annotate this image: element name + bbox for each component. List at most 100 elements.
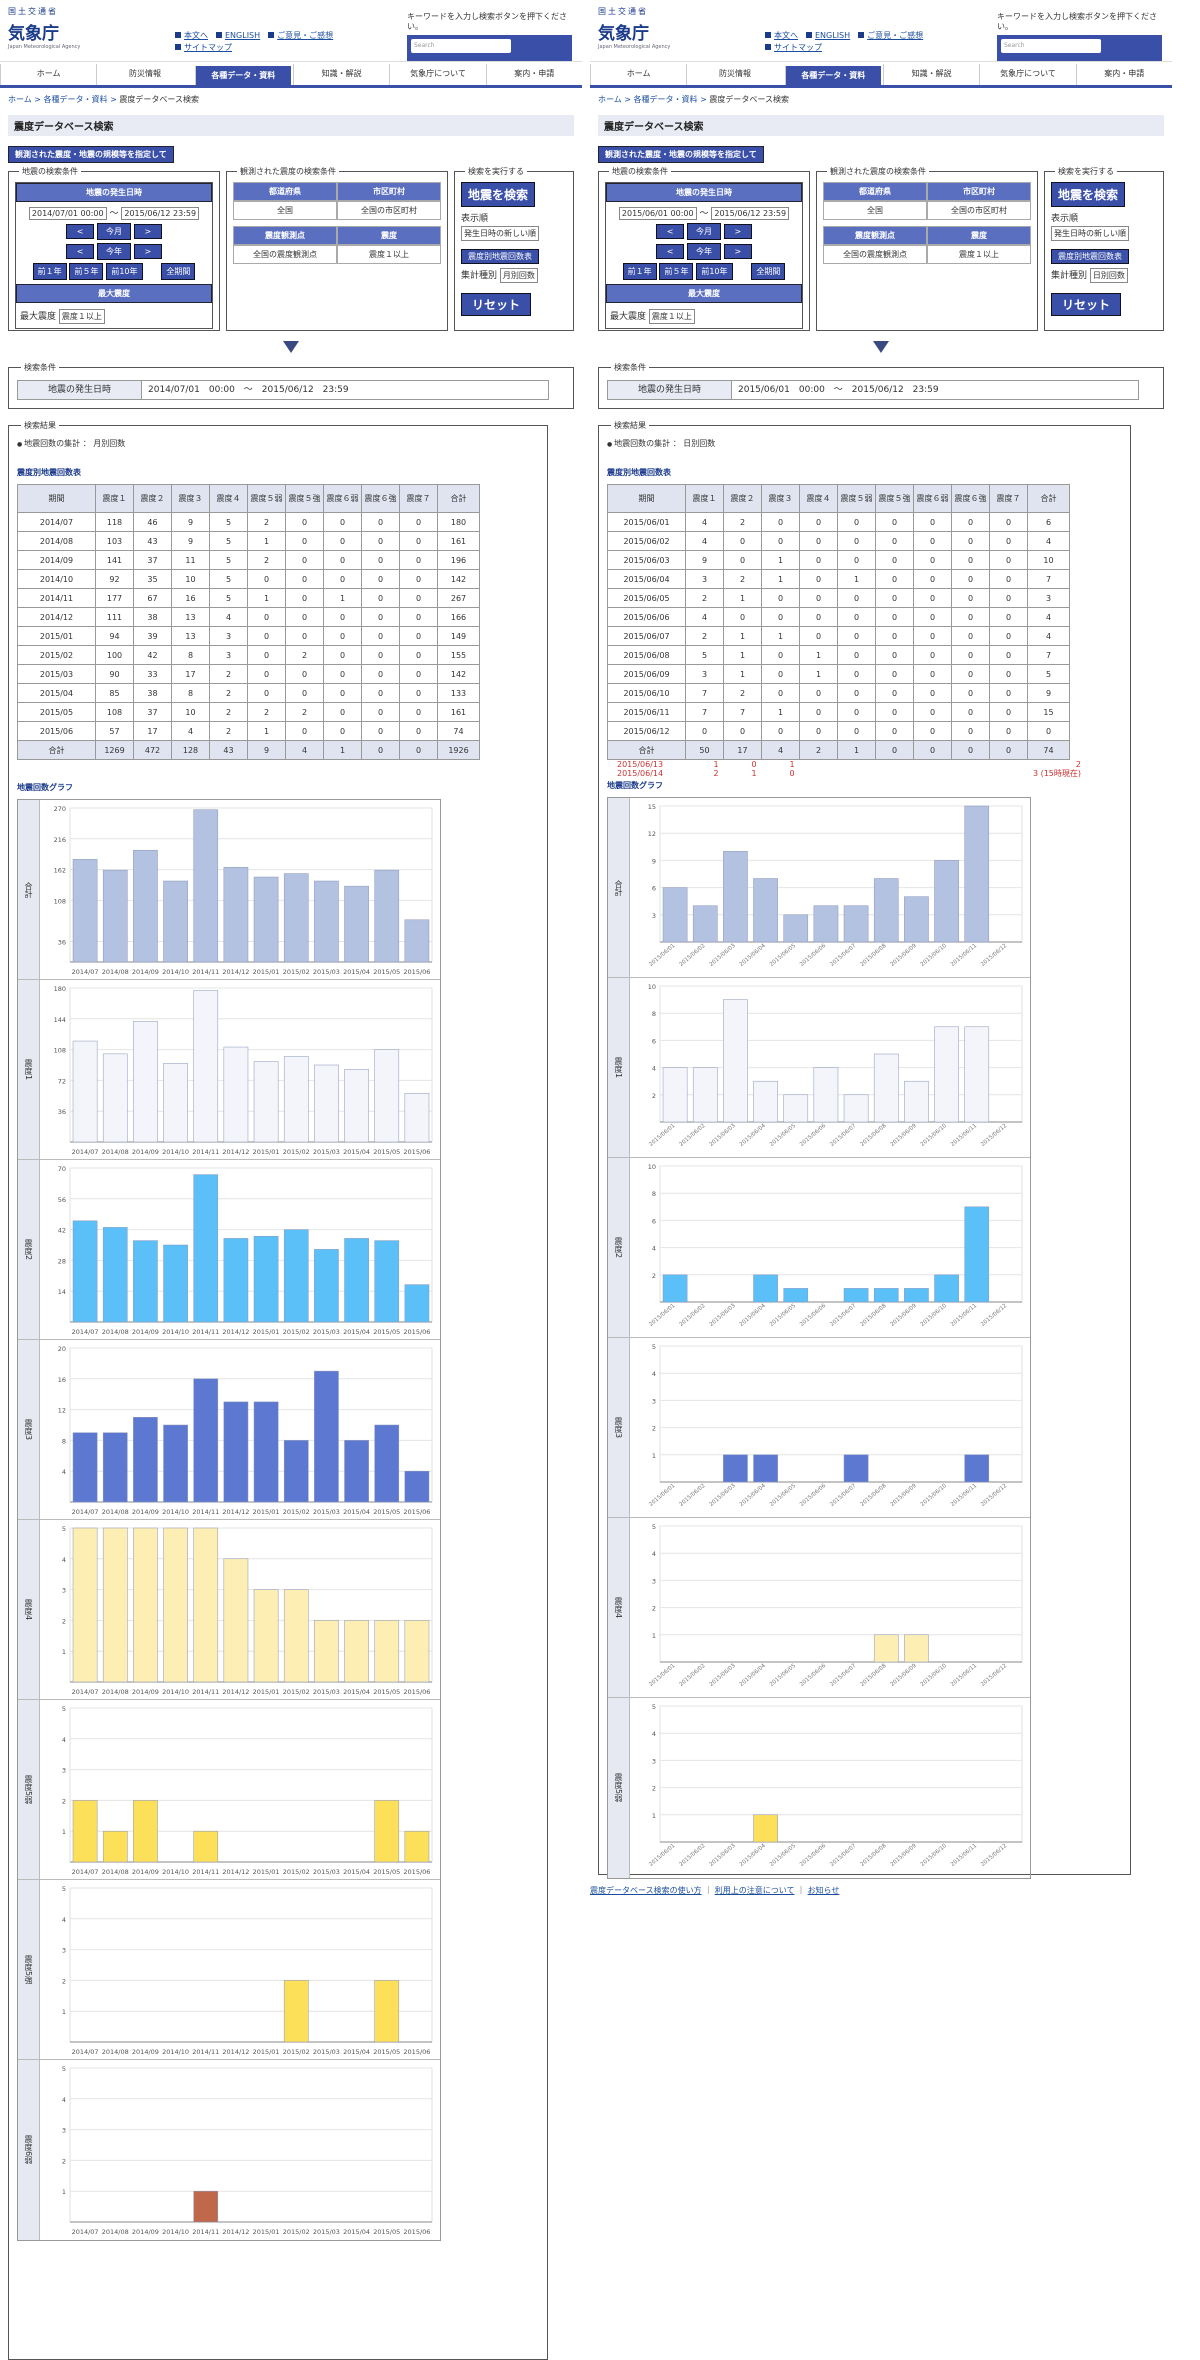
city-value[interactable]: 全国の市区町村 bbox=[337, 201, 441, 220]
nav-item[interactable]: 知識・解説 bbox=[292, 64, 389, 85]
order-select[interactable]: 発生日時の新しい順 bbox=[461, 226, 539, 241]
x-tick-label: 2015/06/05 bbox=[769, 1663, 798, 1688]
crumb-home[interactable]: ホーム bbox=[598, 95, 622, 104]
cond-label: 観測された震度・地震の規模等を指定して bbox=[8, 146, 174, 163]
bar bbox=[133, 1527, 158, 1683]
1y-button[interactable]: 前１年 bbox=[622, 263, 657, 280]
next-year-button[interactable]: > bbox=[723, 244, 752, 259]
10y-button[interactable]: 前10年 bbox=[696, 263, 733, 280]
search-button[interactable]: 地震を検索 bbox=[461, 182, 536, 207]
agg-select[interactable]: 日別回数 bbox=[1089, 268, 1128, 283]
bar bbox=[374, 1980, 400, 2043]
x-tick-label: 2014/11 bbox=[192, 2048, 219, 2056]
prev-month-button[interactable]: < bbox=[66, 224, 95, 239]
crumb-home[interactable]: ホーム bbox=[8, 95, 32, 104]
next-year-button[interactable]: > bbox=[133, 244, 162, 259]
nav-item[interactable]: ホーム bbox=[590, 64, 686, 85]
station-value[interactable]: 全国の震度観測点 bbox=[823, 245, 927, 264]
maxint-select[interactable]: 震度１以上 bbox=[58, 309, 105, 324]
count-table-button[interactable]: 震度別地震回数表 bbox=[461, 249, 539, 264]
nav-item[interactable]: 各種データ・資料 bbox=[784, 66, 881, 85]
table-header: 合計 bbox=[437, 484, 480, 513]
footer-link-notes[interactable]: 利用上の注意について bbox=[714, 1886, 795, 1895]
link-english[interactable]: ENGLISH bbox=[225, 31, 261, 40]
nav-item[interactable]: 気象庁について bbox=[389, 64, 485, 85]
x-tick-label: 2015/06/09 bbox=[890, 1123, 919, 1148]
link-feedback[interactable]: ご意見・ご感想 bbox=[277, 31, 334, 40]
y-tick-label: 108 bbox=[54, 1047, 66, 1055]
y-tick-label: 2 bbox=[62, 1617, 66, 1625]
maxint-select[interactable]: 震度１以上 bbox=[648, 309, 695, 324]
next-month-button[interactable]: > bbox=[723, 224, 752, 239]
footer-link-news[interactable]: お知らせ bbox=[807, 1886, 840, 1895]
intensity-value[interactable]: 震度１以上 bbox=[337, 245, 441, 264]
this-year-button[interactable]: 今年 bbox=[687, 243, 721, 260]
x-tick-label: 2015/02 bbox=[283, 1508, 310, 1516]
x-tick-label: 2015/01 bbox=[253, 1688, 280, 1696]
crumb-data[interactable]: 各種データ・資料 bbox=[43, 95, 108, 104]
all-period-button[interactable]: 全期間 bbox=[161, 263, 196, 280]
nav-item[interactable]: 各種データ・資料 bbox=[194, 66, 291, 85]
jma-logo[interactable]: 国土交通省 気象庁 Japan Meteorological Agency bbox=[598, 7, 671, 50]
5y-button[interactable]: 前５年 bbox=[69, 263, 104, 280]
10y-button[interactable]: 前10年 bbox=[106, 263, 143, 280]
agg-select[interactable]: 月別回数 bbox=[499, 268, 538, 283]
reset-button[interactable]: リセット bbox=[461, 293, 532, 316]
bar bbox=[223, 1401, 249, 1503]
bar bbox=[253, 1401, 279, 1503]
bar bbox=[404, 1092, 430, 1143]
link-sitemap[interactable]: サイトマップ bbox=[184, 43, 232, 52]
this-year-button[interactable]: 今年 bbox=[97, 243, 131, 260]
bar bbox=[223, 1046, 249, 1143]
order-select[interactable]: 発生日時の新しい順 bbox=[1051, 226, 1129, 241]
search-button[interactable]: 地震を検索 bbox=[1051, 182, 1126, 207]
this-month-button[interactable]: 今月 bbox=[97, 223, 131, 240]
date-to-input[interactable]: 2015/06/12 23:59 bbox=[121, 207, 200, 220]
5y-button[interactable]: 前５年 bbox=[659, 263, 694, 280]
next-month-button[interactable]: > bbox=[133, 224, 162, 239]
date-from-input[interactable]: 2014/07/01 00:00 bbox=[28, 207, 107, 220]
nav-item[interactable]: 防災情報 bbox=[96, 64, 192, 85]
link-sitemap[interactable]: サイトマップ bbox=[774, 43, 822, 52]
link-english[interactable]: ENGLISH bbox=[815, 31, 851, 40]
all-period-button[interactable]: 全期間 bbox=[751, 263, 786, 280]
bar bbox=[163, 880, 188, 963]
x-tick-label: 2015/06/12 bbox=[980, 1483, 1008, 1508]
x-tick-label: 2015/06/05 bbox=[769, 1123, 798, 1148]
prev-year-button[interactable]: < bbox=[656, 244, 685, 259]
footer-link-howto[interactable]: 震度データベース検索の使い方 bbox=[590, 1886, 702, 1895]
eq-cond-panel: 地震の検索条件 地震の発生日時 2014/07/01 00:00 〜 2015/… bbox=[8, 166, 220, 331]
jma-logo[interactable]: 国土交通省 気象庁 Japan Meteorological Agency bbox=[8, 7, 81, 50]
nav-item[interactable]: 防災情報 bbox=[686, 64, 782, 85]
city-value[interactable]: 全国の市区町村 bbox=[927, 201, 1031, 220]
link-main[interactable]: 本文へ bbox=[184, 31, 208, 40]
count-table-button[interactable]: 震度別地震回数表 bbox=[1051, 249, 1129, 264]
pref-value[interactable]: 全国 bbox=[823, 201, 927, 220]
pref-value[interactable]: 全国 bbox=[233, 201, 337, 220]
search-input[interactable]: Search bbox=[1001, 39, 1101, 53]
crumb-data[interactable]: 各種データ・資料 bbox=[633, 95, 698, 104]
eq-cond-panel: 地震の検索条件 地震の発生日時 2015/06/01 00:00 〜 2015/… bbox=[598, 166, 810, 331]
nav-item[interactable]: 案内・申請 bbox=[485, 64, 582, 85]
intensity-value[interactable]: 震度１以上 bbox=[927, 245, 1031, 264]
x-tick-label: 2014/10 bbox=[162, 1328, 189, 1336]
prev-month-button[interactable]: < bbox=[656, 224, 685, 239]
x-tick-label: 2015/02 bbox=[283, 968, 310, 976]
link-feedback[interactable]: ご意見・ご感想 bbox=[867, 31, 924, 40]
nav-item[interactable]: 案内・申請 bbox=[1075, 64, 1172, 85]
this-month-button[interactable]: 今月 bbox=[687, 223, 721, 240]
search-input[interactable]: Search bbox=[411, 39, 511, 53]
date-to-input[interactable]: 2015/06/12 23:59 bbox=[711, 207, 790, 220]
nav-item[interactable]: ホーム bbox=[0, 64, 96, 85]
maxint-header: 最大震度 bbox=[16, 284, 212, 303]
station-value[interactable]: 全国の震度観測点 bbox=[233, 245, 337, 264]
nav-item[interactable]: 知識・解説 bbox=[882, 64, 979, 85]
x-tick-label: 2015/06/05 bbox=[769, 1303, 798, 1328]
prev-year-button[interactable]: < bbox=[66, 244, 95, 259]
link-main[interactable]: 本文へ bbox=[774, 31, 798, 40]
table-header: 震度５強 bbox=[285, 484, 324, 513]
1y-button[interactable]: 前１年 bbox=[32, 263, 67, 280]
nav-item[interactable]: 気象庁について bbox=[979, 64, 1075, 85]
reset-button[interactable]: リセット bbox=[1051, 293, 1122, 316]
date-from-input[interactable]: 2015/06/01 00:00 bbox=[618, 207, 697, 220]
